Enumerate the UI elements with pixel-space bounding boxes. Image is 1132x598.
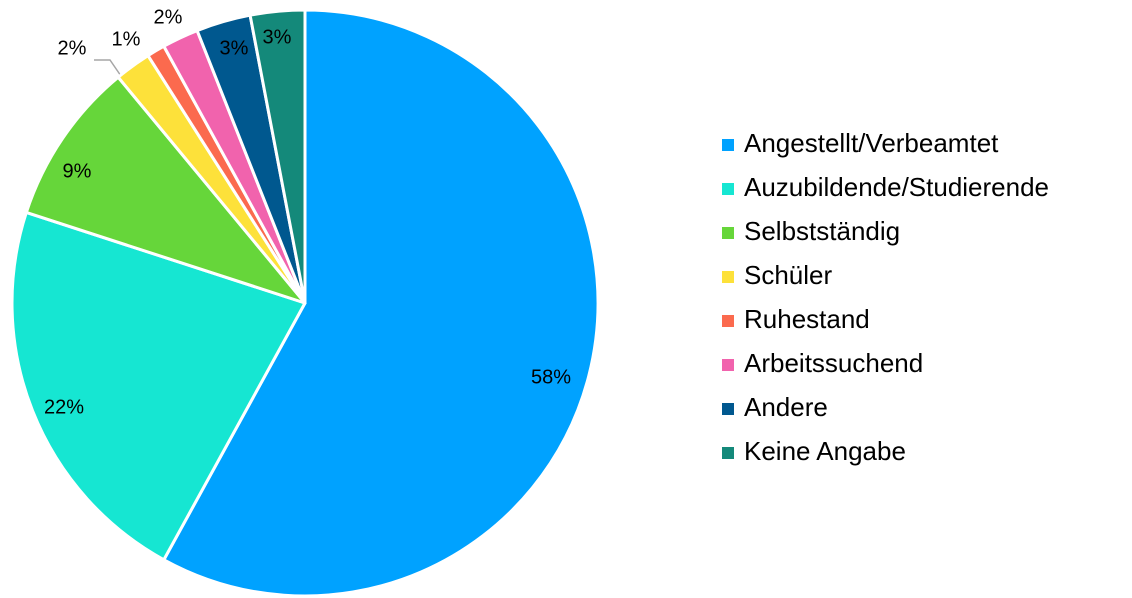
legend-swatch xyxy=(722,183,734,195)
pie-slice xyxy=(248,8,307,305)
legend-swatch xyxy=(722,315,734,327)
leader-line xyxy=(94,59,122,77)
data-label: 58% xyxy=(531,366,571,388)
legend-label: Keine Angabe xyxy=(744,436,906,466)
legend-swatch xyxy=(722,403,734,415)
pie-slice xyxy=(10,210,307,562)
legend-label: Ruhestand xyxy=(744,304,870,334)
legend-swatch xyxy=(722,271,734,283)
legend-label: Arbeitssuchend xyxy=(744,348,923,378)
data-label: 2% xyxy=(154,6,183,28)
data-label: 22% xyxy=(44,396,84,418)
legend-label: Angestellt/Verbeamtet xyxy=(744,128,999,158)
legend-label: Andere xyxy=(744,392,828,422)
legend-swatch xyxy=(722,447,734,459)
data-label: 3% xyxy=(220,37,249,59)
pie-slice xyxy=(24,75,307,305)
data-label: 3% xyxy=(263,26,292,48)
data-label: 2% xyxy=(58,37,87,59)
legend-label: Auzubildende/Studierende xyxy=(744,172,1049,202)
legend-label: Selbstständig xyxy=(744,216,900,246)
pie-slice xyxy=(162,8,600,598)
legend-swatch xyxy=(722,359,734,371)
data-label: 1% xyxy=(112,28,141,50)
legend-swatch xyxy=(722,227,734,239)
legend-swatch xyxy=(722,139,734,151)
legend-label: Schüler xyxy=(744,260,832,290)
data-label: 9% xyxy=(63,160,92,182)
